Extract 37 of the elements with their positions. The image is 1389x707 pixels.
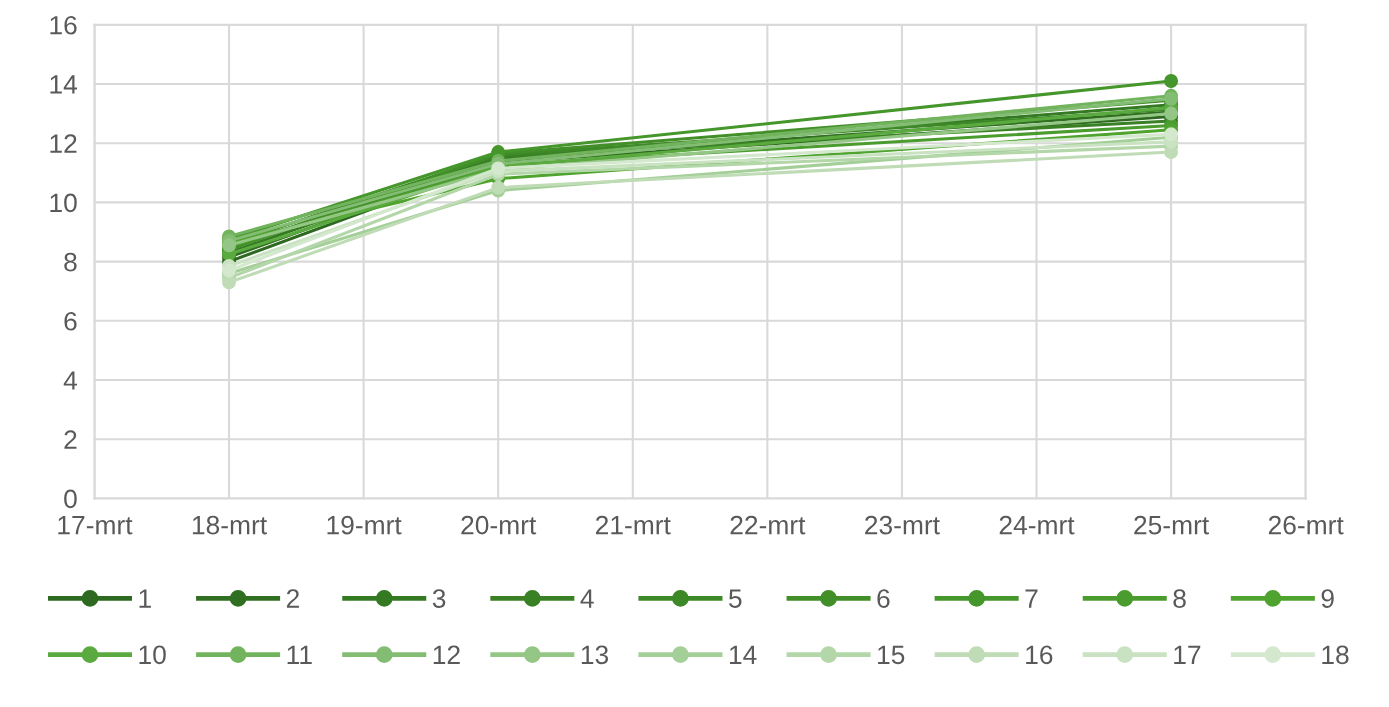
x-tick-label: 25-mrt	[1134, 515, 1210, 535]
legend-label: 7	[1025, 589, 1038, 608]
y-tick-label: 14	[50, 75, 78, 94]
legend-label: 3	[432, 589, 446, 608]
legend-label: 15	[878, 645, 905, 665]
legend-label: 8	[1173, 589, 1186, 608]
legend-label: 17	[1174, 645, 1201, 664]
y-tick-label: 8	[64, 252, 77, 272]
legend-label: 4	[580, 589, 594, 608]
legend-label: 12	[433, 645, 460, 664]
legend-label: 16	[1026, 645, 1053, 665]
legend-label: 14	[729, 645, 757, 664]
legend-label: 11	[287, 645, 312, 664]
legend-label: 6	[877, 589, 890, 608]
y-tick-label: 4	[63, 371, 78, 390]
y-tick-label: 16	[50, 15, 77, 35]
x-tick-label: 19-mrt	[327, 515, 402, 535]
x-tick-label: 24-mrt	[999, 515, 1075, 535]
legend-label: 1	[139, 589, 151, 608]
y-tick-label: 2	[64, 430, 77, 449]
legend-label: 18	[1322, 645, 1349, 665]
legend-label: 2	[286, 589, 299, 608]
y-tick-label: 6	[64, 311, 77, 331]
legend-label: 10	[139, 645, 166, 665]
x-tick-label: 23-mrt	[865, 515, 940, 535]
x-tick-label: 20-mrt	[461, 515, 537, 535]
legend-label: 9	[1321, 589, 1334, 608]
y-tick-label: 0	[64, 489, 77, 509]
y-tick-label: 12	[50, 134, 77, 153]
x-tick-label: 17-mrt	[58, 516, 133, 535]
x-tick-label: 26-mrt	[1268, 515, 1344, 535]
y-tick-label: 10	[50, 193, 77, 213]
x-tick-label: 22-mrt	[730, 515, 806, 535]
legend-label: 13	[581, 645, 609, 665]
legend-label: 5	[729, 589, 742, 608]
x-tick-label: 21-mrt	[595, 515, 671, 535]
x-tick-label: 18-mrt	[192, 515, 267, 535]
